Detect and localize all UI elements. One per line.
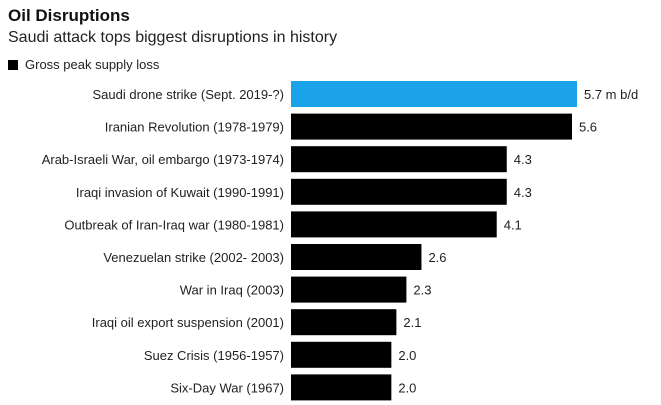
- category-label-1: Iranian Revolution (1978-1979): [105, 120, 284, 135]
- chart-title: Oil Disruptions: [8, 6, 130, 25]
- chart-legend: Gross peak supply loss: [8, 57, 159, 72]
- bar-0: [291, 81, 577, 107]
- chart-subtitle: Saudi attack tops biggest disruptions in…: [8, 29, 338, 46]
- category-label-5: Venezuelan strike (2002- 2003): [103, 250, 284, 265]
- value-label-9: 2.0: [398, 380, 416, 395]
- category-label-6: War in Iraq (2003): [180, 283, 284, 298]
- bar-8: [291, 341, 392, 368]
- bar-5: [291, 244, 422, 270]
- value-label-7: 2.1: [403, 315, 421, 330]
- category-label-8: Suez Crisis (1956-1957): [144, 348, 284, 363]
- category-label-0: Saudi drone strike (Sept. 2019-?): [93, 87, 285, 102]
- bar-9: [291, 374, 392, 401]
- bar-3: [291, 178, 507, 205]
- bar-6: [291, 276, 407, 303]
- legend-swatch: [8, 59, 18, 70]
- value-label-6: 2.3: [413, 283, 431, 298]
- value-label-2: 4.3: [514, 152, 532, 167]
- value-label-8: 2.0: [398, 348, 416, 363]
- value-label-5: 2.6: [428, 250, 446, 265]
- value-label-3: 4.3: [514, 185, 532, 200]
- bar-1: [291, 113, 572, 140]
- category-label-7: Iraqi oil export suspension (2001): [92, 315, 284, 330]
- legend-label: Gross peak supply loss: [25, 57, 160, 72]
- category-label-4: Outbreak of Iran-Iraq war (1980-1981): [64, 217, 284, 232]
- category-label-3: Iraqi invasion of Kuwait (1990-1991): [76, 185, 284, 200]
- bar-2: [291, 146, 507, 173]
- bar-7: [291, 309, 397, 336]
- value-label-0: 5.7 m b/d: [584, 87, 638, 102]
- value-label-1: 5.6: [579, 120, 597, 135]
- category-label-9: Six-Day War (1967): [170, 380, 284, 395]
- bar-4: [291, 211, 497, 238]
- value-label-4: 4.1: [504, 217, 522, 232]
- category-label-2: Arab-Israeli War, oil embargo (1973-1974…: [42, 152, 284, 167]
